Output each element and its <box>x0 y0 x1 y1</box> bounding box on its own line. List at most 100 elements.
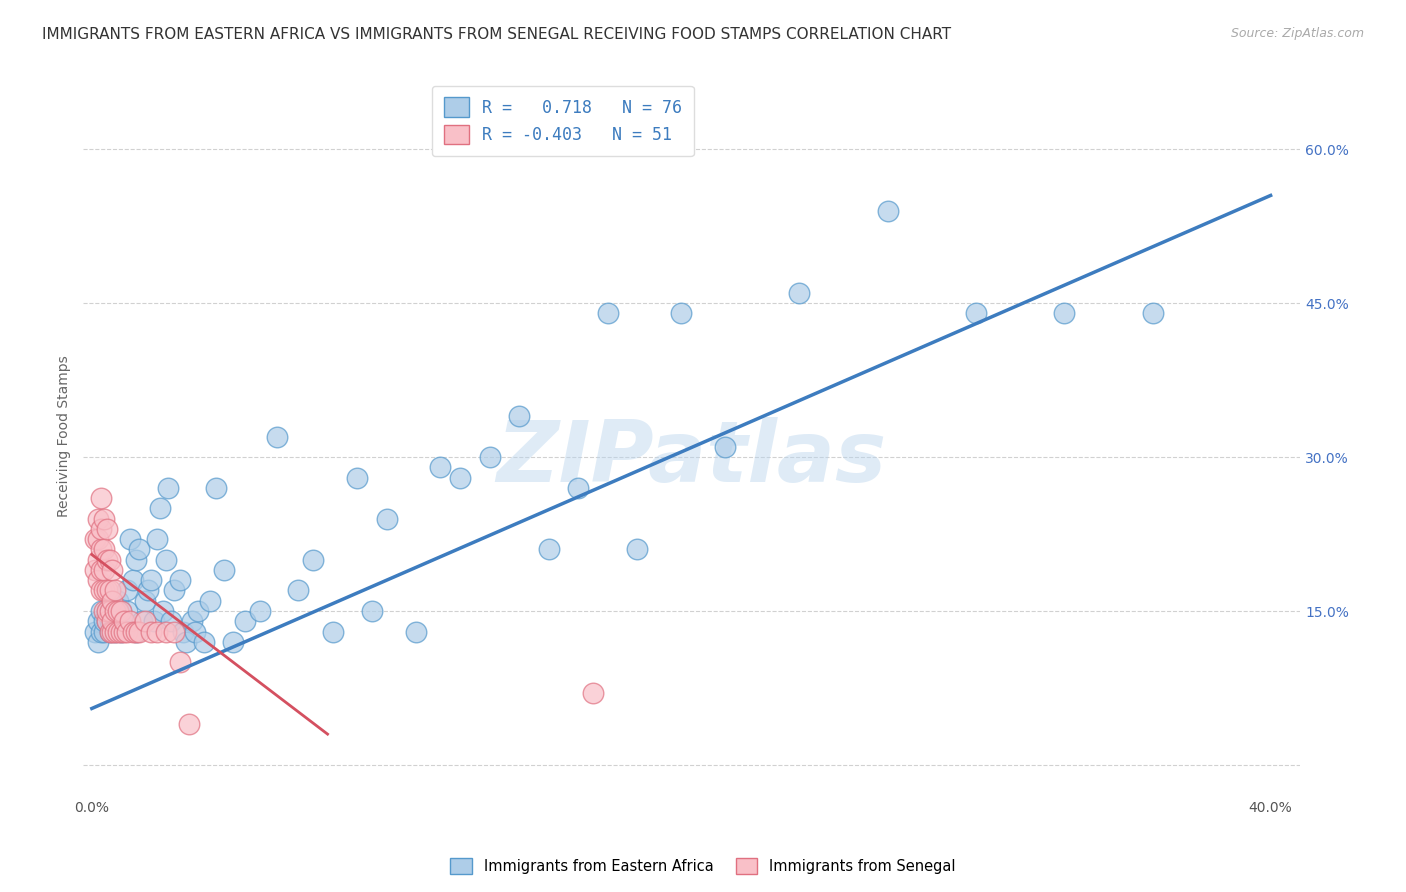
Point <box>155 624 177 639</box>
Point <box>876 203 898 218</box>
Point <box>87 552 110 566</box>
Point <box>134 593 156 607</box>
Point <box>87 614 110 628</box>
Point <box>122 624 145 639</box>
Point <box>346 470 368 484</box>
Point <box>145 624 167 639</box>
Point <box>249 604 271 618</box>
Point <box>93 614 115 628</box>
Point <box>96 552 118 566</box>
Point <box>96 604 118 618</box>
Point <box>222 634 245 648</box>
Point <box>98 614 121 628</box>
Point <box>101 614 124 628</box>
Point <box>101 593 124 607</box>
Point <box>163 624 186 639</box>
Point <box>90 542 112 557</box>
Point <box>87 573 110 587</box>
Point <box>360 604 382 618</box>
Point <box>120 614 142 628</box>
Point <box>187 604 209 618</box>
Text: Source: ZipAtlas.com: Source: ZipAtlas.com <box>1230 27 1364 40</box>
Point <box>115 604 138 618</box>
Point <box>98 604 121 618</box>
Point <box>90 491 112 505</box>
Point <box>90 563 112 577</box>
Point <box>125 624 148 639</box>
Point <box>787 285 810 300</box>
Point <box>375 511 398 525</box>
Point <box>104 614 127 628</box>
Point <box>155 552 177 566</box>
Point <box>96 583 118 598</box>
Point <box>965 306 987 320</box>
Point <box>112 614 135 628</box>
Point <box>98 604 121 618</box>
Point <box>478 450 501 464</box>
Point <box>93 583 115 598</box>
Point <box>98 552 121 566</box>
Point <box>131 614 153 628</box>
Point <box>98 624 121 639</box>
Point <box>266 429 288 443</box>
Point <box>110 624 132 639</box>
Point <box>90 624 112 639</box>
Text: IMMIGRANTS FROM EASTERN AFRICA VS IMMIGRANTS FROM SENEGAL RECEIVING FOOD STAMPS : IMMIGRANTS FROM EASTERN AFRICA VS IMMIGR… <box>42 27 952 42</box>
Point <box>163 583 186 598</box>
Point <box>537 542 560 557</box>
Point <box>93 604 115 618</box>
Point <box>714 440 737 454</box>
Point <box>93 542 115 557</box>
Point <box>96 614 118 628</box>
Point <box>101 614 124 628</box>
Point <box>204 481 226 495</box>
Point <box>174 634 197 648</box>
Point <box>110 624 132 639</box>
Point <box>193 634 215 648</box>
Point <box>122 573 145 587</box>
Point <box>449 470 471 484</box>
Point <box>104 624 127 639</box>
Point <box>107 593 129 607</box>
Y-axis label: Receiving Food Stamps: Receiving Food Stamps <box>58 356 72 517</box>
Point <box>125 552 148 566</box>
Point <box>214 563 236 577</box>
Point <box>107 624 129 639</box>
Point <box>96 604 118 618</box>
Point <box>90 604 112 618</box>
Point <box>115 583 138 598</box>
Point <box>107 604 129 618</box>
Point <box>302 552 325 566</box>
Point <box>104 624 127 639</box>
Point <box>107 604 129 618</box>
Point <box>125 624 148 639</box>
Point <box>169 655 191 669</box>
Point <box>101 563 124 577</box>
Point <box>101 593 124 607</box>
Point <box>172 624 194 639</box>
Point <box>142 614 165 628</box>
Point <box>83 624 105 639</box>
Point <box>136 583 159 598</box>
Point <box>508 409 530 423</box>
Point <box>83 563 105 577</box>
Point <box>110 604 132 618</box>
Point <box>671 306 693 320</box>
Point <box>134 614 156 628</box>
Legend: Immigrants from Eastern Africa, Immigrants from Senegal: Immigrants from Eastern Africa, Immigran… <box>444 852 962 880</box>
Point <box>115 624 138 639</box>
Point <box>96 522 118 536</box>
Point <box>87 532 110 546</box>
Point <box>157 481 180 495</box>
Point <box>101 624 124 639</box>
Point <box>152 604 174 618</box>
Point <box>139 624 162 639</box>
Point <box>120 532 142 546</box>
Point <box>181 614 204 628</box>
Point <box>87 511 110 525</box>
Point <box>112 624 135 639</box>
Point <box>112 614 135 628</box>
Legend: R =   0.718   N = 76, R = -0.403   N = 51: R = 0.718 N = 76, R = -0.403 N = 51 <box>432 86 693 156</box>
Point <box>83 532 105 546</box>
Point <box>184 624 207 639</box>
